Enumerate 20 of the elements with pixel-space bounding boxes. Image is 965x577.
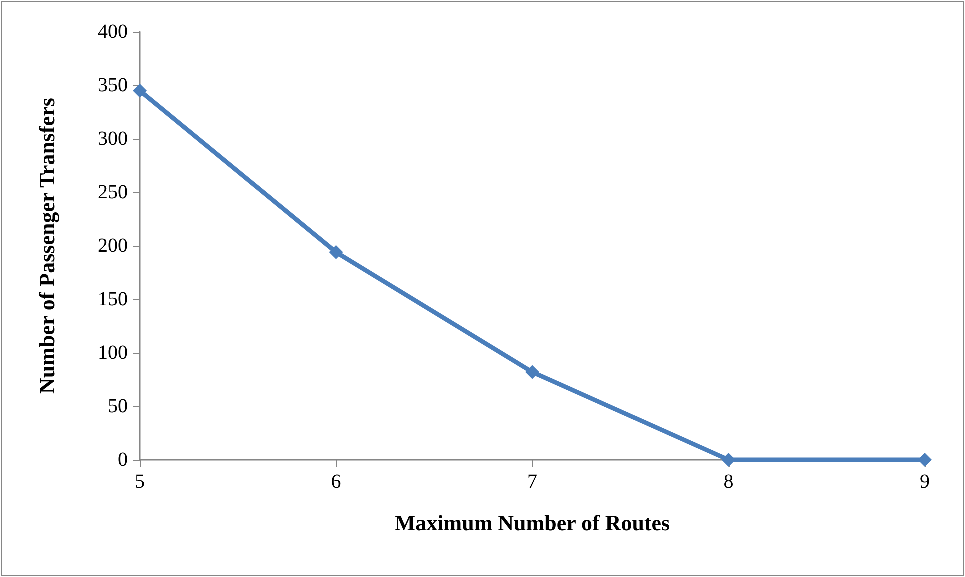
x-tick-label: 6 bbox=[331, 471, 342, 493]
x-tick-label: 9 bbox=[920, 471, 930, 493]
point bbox=[526, 365, 540, 380]
point bbox=[329, 245, 344, 260]
x-tick-label: 8 bbox=[724, 471, 734, 493]
y-tick-label: 200 bbox=[98, 235, 128, 257]
x-tick-label: 5 bbox=[135, 471, 145, 493]
y-tick-label: 50 bbox=[108, 396, 128, 418]
y-axis-title: Number of Passenger Transfers bbox=[34, 98, 60, 394]
y-tick-label: 100 bbox=[98, 342, 128, 364]
point bbox=[722, 453, 736, 467]
x-axis-title: Maximum Number of Routes bbox=[394, 510, 671, 536]
y-tick-label: 150 bbox=[98, 288, 128, 310]
y-tick-label: 0 bbox=[118, 449, 128, 471]
x-tick-label: 7 bbox=[528, 471, 538, 493]
y-tick-label: 400 bbox=[98, 21, 128, 43]
y-tick-label: 300 bbox=[98, 128, 128, 150]
y-tick-label: 350 bbox=[98, 74, 128, 96]
point bbox=[133, 84, 147, 98]
y-tick-label: 250 bbox=[98, 182, 128, 204]
